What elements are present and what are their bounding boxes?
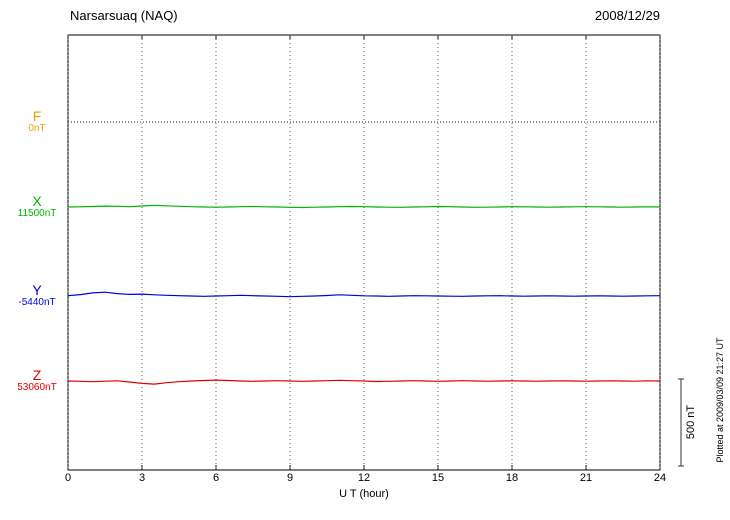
series-label-z: Z 53060nT xyxy=(8,368,66,393)
plot-frame xyxy=(67,34,661,471)
series-baseline-z: 53060nT xyxy=(17,382,57,393)
x-tick-label: 0 xyxy=(64,472,72,484)
x-tick-label: 24 xyxy=(653,472,667,484)
series-baseline-f: 0nT xyxy=(28,123,46,134)
series-letter-f: F xyxy=(32,108,42,124)
x-tick-label: 6 xyxy=(212,472,220,484)
series-letter-z: Z xyxy=(32,367,42,383)
trace-z xyxy=(67,379,661,385)
x-axis-label: U T (hour) xyxy=(339,488,389,500)
x-tick-label: 9 xyxy=(286,472,294,484)
series-letter-y: Y xyxy=(32,282,42,298)
station-title: Narsarsuaq (NAQ) xyxy=(70,8,178,23)
series-label-y: Y -5440nT xyxy=(8,283,66,308)
x-tick-label: 3 xyxy=(138,472,146,484)
scale-bar-label: 500 nT xyxy=(685,405,697,440)
x-tick-label: 15 xyxy=(431,472,445,484)
plot-timestamp: Plotted at 2009/03/09 21:27 UT xyxy=(715,337,725,463)
x-tick-label: 12 xyxy=(357,472,371,484)
trace-x xyxy=(67,204,661,209)
series-baseline-x: 11500nT xyxy=(17,208,57,219)
series-label-x: X 11500nT xyxy=(8,194,66,219)
series-baseline-y: -5440nT xyxy=(18,297,56,308)
series-letter-x: X xyxy=(32,193,42,209)
plot-date: 2008/12/29 xyxy=(594,8,660,23)
x-tick-label: 21 xyxy=(579,472,593,484)
x-tick-label: 18 xyxy=(505,472,519,484)
trace-y xyxy=(67,291,661,298)
series-label-f: F 0nT xyxy=(8,109,66,134)
